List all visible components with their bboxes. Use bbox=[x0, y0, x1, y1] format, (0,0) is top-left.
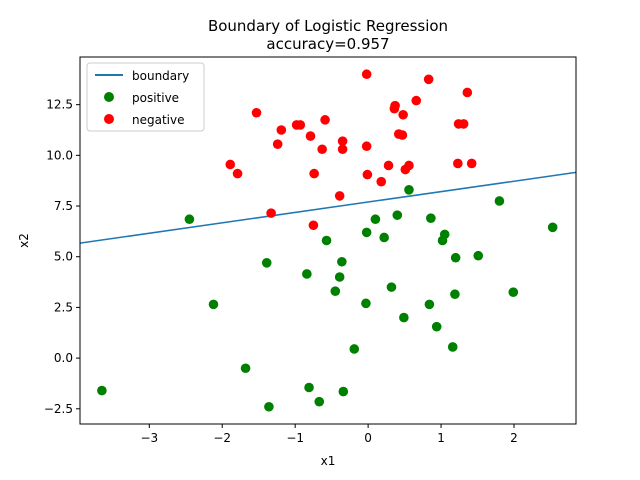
negative-point bbox=[334, 191, 345, 201]
points-layer bbox=[97, 69, 558, 412]
positive-point bbox=[314, 396, 325, 407]
negative-point bbox=[251, 107, 262, 118]
positive-point bbox=[349, 344, 360, 354]
positive-point bbox=[399, 312, 409, 323]
y-tick-label: 2.5 bbox=[54, 300, 73, 314]
negative-point bbox=[309, 168, 319, 179]
positive-point bbox=[208, 299, 219, 310]
boundary-layer bbox=[80, 171, 576, 244]
negative-point bbox=[390, 100, 400, 111]
x-tick-label: 1 bbox=[437, 431, 445, 445]
positive-point bbox=[386, 282, 397, 292]
negative-point bbox=[423, 74, 434, 85]
y-tick-label: 7.5 bbox=[54, 199, 73, 213]
chart-subtitle: accuracy=0.957 bbox=[266, 35, 389, 53]
legend-negative-label: negative bbox=[132, 113, 184, 127]
y-tick-label: 0.0 bbox=[54, 351, 73, 365]
negative-point bbox=[398, 109, 408, 120]
negative-point bbox=[308, 220, 319, 231]
positive-point bbox=[494, 196, 505, 206]
y-tick-label: 12.5 bbox=[46, 98, 73, 112]
negative-point bbox=[272, 139, 283, 149]
negative-point bbox=[295, 120, 306, 130]
positive-point bbox=[321, 235, 332, 246]
positive-point bbox=[370, 214, 381, 225]
legend-positive-swatch bbox=[104, 92, 114, 102]
negative-point bbox=[276, 125, 287, 135]
negative-point bbox=[266, 208, 276, 218]
positive-point bbox=[424, 299, 435, 310]
positive-point bbox=[426, 213, 436, 223]
positive-point bbox=[302, 269, 312, 279]
y-tick-label: 5.0 bbox=[54, 250, 73, 264]
positive-point bbox=[337, 256, 347, 267]
negative-point bbox=[458, 119, 469, 129]
positive-point bbox=[450, 252, 461, 263]
positive-point bbox=[439, 229, 450, 240]
positive-point bbox=[261, 258, 272, 268]
positive-point bbox=[361, 298, 371, 309]
positive-point bbox=[547, 222, 558, 233]
negative-point bbox=[361, 69, 372, 80]
negative-point bbox=[397, 130, 408, 140]
x-axis-ticks: −3 −2 −1 0 1 2 bbox=[140, 424, 518, 445]
positive-point bbox=[404, 185, 414, 195]
negative-point bbox=[337, 144, 348, 155]
y-tick-label: −2.5 bbox=[44, 402, 73, 416]
legend-negative-swatch bbox=[104, 114, 114, 124]
legend-frame bbox=[86, 62, 205, 132]
positive-point bbox=[184, 214, 195, 225]
negative-point bbox=[337, 136, 348, 146]
x-tick-label: −3 bbox=[140, 431, 158, 445]
plot-frame bbox=[79, 56, 577, 425]
negative-point bbox=[383, 160, 394, 171]
positive-point bbox=[379, 232, 389, 243]
legend-boundary-label: boundary bbox=[132, 69, 189, 83]
x-tick-label: 2 bbox=[510, 431, 518, 445]
positive-point bbox=[473, 250, 484, 261]
negative-point bbox=[305, 131, 316, 141]
negative-point bbox=[232, 168, 243, 179]
negative-point bbox=[320, 115, 330, 125]
legend: boundary positive negative bbox=[86, 62, 205, 132]
negative-point bbox=[462, 87, 473, 98]
x-tick-label: −1 bbox=[286, 431, 304, 445]
x-tick-label: −2 bbox=[213, 431, 231, 445]
positive-point bbox=[264, 401, 274, 412]
positive-point bbox=[334, 272, 345, 282]
y-axis-ticks: −2.5 0.0 2.5 5.0 7.5 10.0 12.5 bbox=[44, 98, 80, 416]
negative-point bbox=[361, 141, 372, 152]
y-tick-label: 10.0 bbox=[46, 148, 73, 162]
positive-point bbox=[338, 386, 349, 397]
legend-positive-label: positive bbox=[132, 91, 179, 105]
positive-point bbox=[304, 382, 314, 393]
positive-point bbox=[447, 342, 458, 352]
negative-point bbox=[317, 144, 327, 155]
positive-point bbox=[392, 210, 403, 220]
negative-point bbox=[225, 159, 236, 170]
boundary-line bbox=[80, 171, 576, 244]
negative-point bbox=[411, 95, 422, 106]
negative-point bbox=[453, 158, 463, 169]
x-axis-label: x1 bbox=[321, 454, 336, 468]
positive-point bbox=[97, 385, 107, 396]
positive-point bbox=[330, 286, 341, 296]
chart-title: Boundary of Logistic Regression bbox=[208, 17, 448, 35]
positive-point bbox=[361, 227, 372, 238]
negative-point bbox=[376, 176, 387, 187]
negative-point bbox=[362, 169, 373, 180]
negative-point bbox=[404, 160, 414, 171]
positive-point bbox=[508, 287, 519, 298]
positive-point bbox=[240, 363, 251, 374]
positive-point bbox=[450, 289, 460, 300]
y-axis-label: x2 bbox=[17, 233, 31, 248]
negative-point bbox=[466, 158, 477, 169]
positive-point bbox=[431, 321, 442, 332]
x-tick-label: 0 bbox=[364, 431, 372, 445]
